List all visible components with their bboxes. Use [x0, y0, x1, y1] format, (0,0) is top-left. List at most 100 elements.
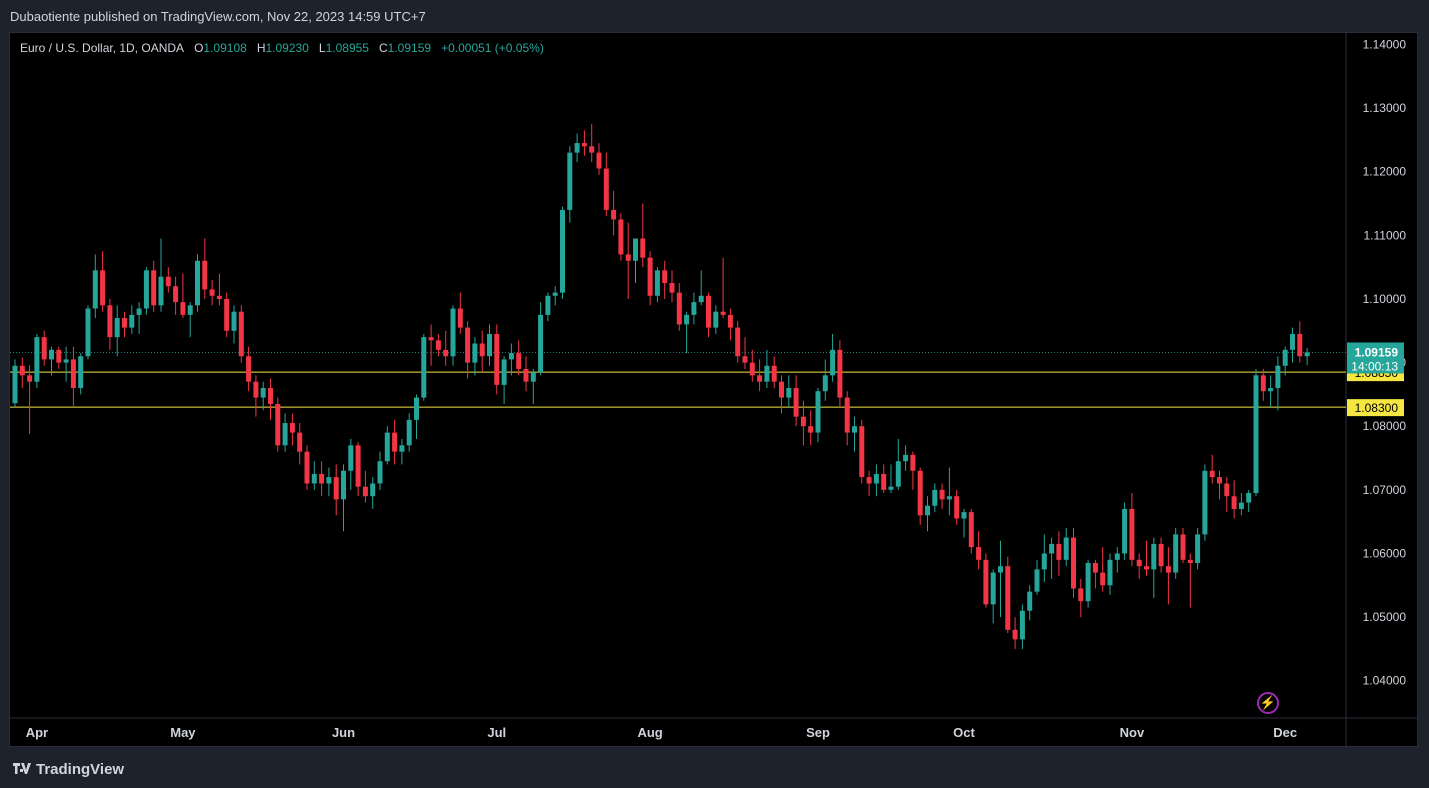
candle-body [107, 305, 113, 338]
candle-body [676, 292, 682, 325]
candle-body [34, 337, 40, 382]
candle-body [669, 283, 675, 293]
candle-body [611, 209, 617, 220]
candle-body [684, 314, 690, 325]
candle-body [501, 359, 507, 385]
y-tick-label: 1.07000 [1363, 483, 1407, 497]
candle-body [815, 391, 821, 433]
candle-body [143, 270, 149, 309]
y-tick-label: 1.05000 [1363, 610, 1407, 624]
candle-body [1129, 508, 1135, 560]
candle-body [910, 454, 916, 471]
legend-high-value: 1.09230 [265, 41, 309, 55]
candle-body [654, 270, 660, 296]
lightning-icon[interactable]: ⚡ [1257, 692, 1279, 714]
candle-body [1165, 566, 1171, 573]
candle-body [866, 477, 872, 484]
legend-low-value: 1.08955 [325, 41, 369, 55]
candle-body [625, 254, 631, 261]
candle-body [538, 314, 544, 373]
candle-body [786, 388, 792, 398]
candle-body [830, 349, 836, 376]
chart-area[interactable]: 1.140001.130001.120001.110001.100001.090… [9, 32, 1418, 747]
candle-body [238, 311, 244, 357]
candle-body [1187, 559, 1193, 564]
tradingview-logo-icon [13, 762, 31, 774]
footer: TradingView [0, 750, 1429, 788]
candle-body [939, 489, 945, 500]
candle-body [903, 454, 909, 462]
y-tick-label: 1.12000 [1363, 165, 1407, 179]
candle-body [1063, 537, 1069, 560]
x-tick-label: Aug [637, 725, 662, 740]
candle-body [289, 423, 295, 433]
candle-body [56, 349, 62, 363]
candle-body [282, 423, 288, 446]
candle-body [640, 238, 646, 258]
candle-body [1114, 553, 1120, 560]
candle-body [457, 308, 463, 328]
candle-body [333, 477, 339, 500]
tradingview-logo[interactable]: TradingView [11, 761, 124, 778]
candle-body [713, 311, 719, 328]
candle-body [976, 547, 982, 560]
candle-body [180, 302, 186, 315]
last-price-label: 1.09159 [1355, 345, 1399, 359]
candle-body [100, 270, 106, 306]
candle-body [523, 368, 529, 382]
candle-body [1231, 496, 1237, 509]
candle-body [165, 276, 171, 287]
candle-body [114, 318, 120, 338]
candle-body [202, 260, 208, 290]
candle-body [1085, 563, 1091, 602]
candle-body [63, 359, 69, 363]
candle-body [873, 473, 879, 484]
candle-body [450, 308, 456, 357]
candle-body [12, 365, 18, 404]
candle-body [560, 209, 565, 293]
candle-body [998, 566, 1003, 573]
candle-body [888, 486, 894, 490]
candle-body [1056, 543, 1062, 560]
countdown-label: 14:00:13 [1351, 359, 1398, 373]
candle-body [472, 343, 478, 363]
candlestick-chart[interactable]: 1.140001.130001.120001.110001.100001.090… [10, 33, 1417, 746]
candle-body [377, 461, 383, 484]
candle-body [1238, 502, 1244, 509]
candle-body [78, 356, 84, 389]
candle-body [122, 318, 127, 328]
candle-body [968, 512, 974, 548]
candle-body [961, 512, 967, 519]
candle-body [1253, 375, 1259, 494]
candle-body [603, 168, 609, 210]
candle-body [1158, 543, 1164, 567]
candle-body [800, 416, 806, 427]
candle-body [895, 461, 901, 487]
candle-body [779, 381, 784, 398]
candle-body [399, 445, 405, 452]
candle-body [983, 559, 989, 605]
y-tick-label: 1.08000 [1363, 419, 1407, 433]
x-tick-label: Sep [806, 725, 830, 740]
candle-body [268, 388, 273, 404]
candle-body [1297, 333, 1303, 357]
candle-body [1071, 537, 1076, 589]
candle-body [1195, 534, 1201, 564]
x-tick-label: May [170, 725, 196, 740]
candle-body [1092, 563, 1098, 573]
candle-body [742, 356, 748, 363]
candle-body [1136, 559, 1142, 567]
candle-body [392, 432, 398, 452]
candle-body [465, 327, 471, 363]
candle-body [1078, 588, 1084, 602]
candle-body [618, 219, 624, 255]
candle-body [530, 372, 536, 382]
candle-body [195, 260, 200, 306]
candle-body [1027, 591, 1033, 611]
candle-body [822, 375, 828, 392]
candle-body [1151, 543, 1157, 570]
candle-body [136, 308, 142, 315]
candle-body [1005, 566, 1011, 630]
candle-body [596, 152, 602, 169]
candle-body [567, 152, 573, 210]
